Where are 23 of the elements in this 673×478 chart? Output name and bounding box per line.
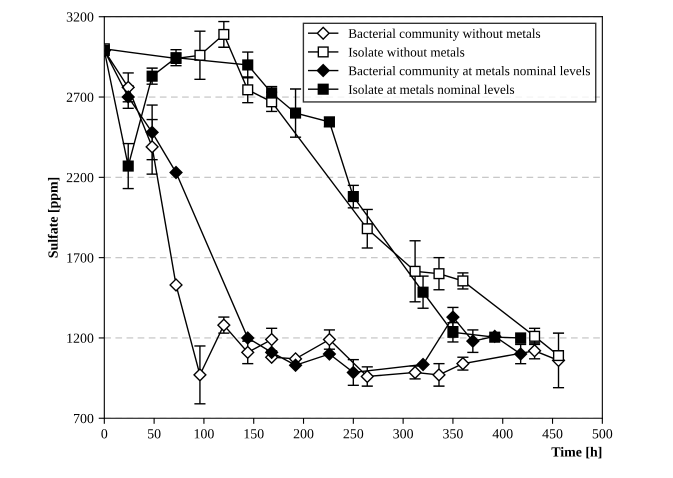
y-axis-title: Sulfate [ppm]	[48, 178, 61, 258]
y-tick-label: 1200	[67, 334, 94, 343]
x-tick-label: 350	[443, 429, 463, 438]
x-axis-title: Time [h]	[551, 446, 602, 458]
y-tick-label: 3200	[66, 12, 94, 22]
x-tick-label: 500	[592, 429, 612, 438]
x-tick-label: 0	[101, 429, 108, 438]
legend-label: Bacterial community at metals nominal levels	[348, 66, 590, 78]
legend-label: Isolate at metals nominal levels	[348, 84, 514, 94]
x-tick-label: 150	[244, 429, 264, 438]
x-tick-label: 200	[294, 429, 314, 438]
x-tick-label: 400	[492, 429, 513, 438]
x-tick-label: 300	[393, 429, 414, 438]
y-tick-label: 700	[74, 414, 94, 424]
legend-label: Isolate without metals	[348, 47, 464, 57]
x-tick-label: 450	[542, 429, 562, 438]
y-tick-label: 1700	[67, 253, 94, 263]
x-tick-label: 50	[148, 429, 161, 438]
x-tick-label: 100	[194, 429, 214, 438]
legend-label: Bacterial community without metals	[348, 28, 540, 41]
y-tick-label: 2700	[66, 92, 94, 102]
x-tick-label: 250	[344, 429, 364, 438]
y-tick-label: 2200	[66, 172, 94, 182]
